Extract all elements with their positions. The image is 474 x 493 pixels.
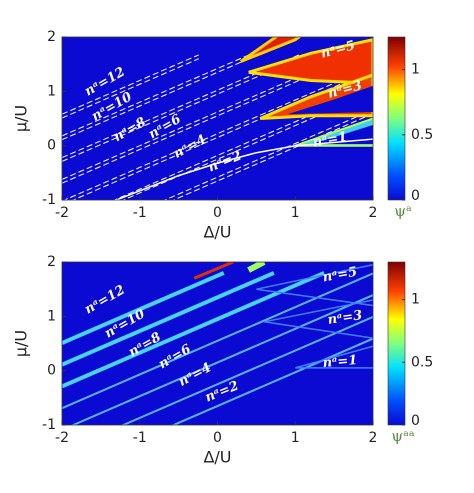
y-axis-label: μ/U <box>12 105 31 132</box>
x-axis-label: Δ/U <box>203 448 231 467</box>
phase-boundary-dashed <box>62 58 199 119</box>
plot-area <box>62 37 373 200</box>
x-tick-label: 2 <box>369 430 378 446</box>
colorbar-label: ψᵃ <box>394 202 412 220</box>
phase-boundary-dashed <box>63 65 373 200</box>
x-tick-label: 1 <box>291 430 300 446</box>
y-tick-label: -1 <box>42 417 56 433</box>
colorbar-label: ψᵃᵃ <box>391 427 415 445</box>
plot-area <box>62 262 373 425</box>
y-tick-label: -1 <box>42 192 56 208</box>
x-tick-label: -2 <box>55 205 69 221</box>
x-tick-label: -2 <box>55 430 69 446</box>
y-tick-label: 0 <box>47 138 56 154</box>
bright-ridge <box>62 272 373 410</box>
annotation: nᵃ=5 <box>322 265 359 286</box>
phase-boundary-dashed <box>62 54 250 137</box>
colorbar-tick-label: 0 <box>411 188 420 204</box>
colorbar-tick-label: 1 <box>411 292 420 308</box>
phase-boundary-dashed <box>62 54 199 115</box>
y-tick-label: 0 <box>47 363 56 379</box>
colorbar <box>387 261 406 426</box>
x-tick-label: -1 <box>133 430 147 446</box>
x-tick-label: 0 <box>213 205 222 221</box>
y-tick-label: 2 <box>47 29 56 45</box>
phase-boundary-dashed <box>163 109 373 200</box>
colorbar-tick-label: 0.5 <box>411 127 433 143</box>
lobe-n1-inner <box>310 125 373 144</box>
phase-boundary-dashed <box>62 58 300 162</box>
bright-ridge <box>120 315 373 425</box>
annotation: nᵃ=3 <box>327 308 363 328</box>
lobe-n3-inner <box>287 85 373 115</box>
bright-ridge <box>70 294 373 425</box>
y-axis-label: μ/U <box>12 330 31 357</box>
y-tick-label: 2 <box>47 254 56 270</box>
x-axis-label: Δ/U <box>203 223 231 242</box>
y-tick-label: 1 <box>47 308 56 324</box>
phase-boundary-n2 <box>116 138 373 200</box>
colorbar-tick-label: 1 <box>411 62 420 78</box>
x-tick-label: 0 <box>213 430 222 446</box>
lobe-n7 <box>239 37 302 63</box>
colorbar-tick-label: 0 <box>411 413 420 429</box>
colorbar <box>387 36 406 201</box>
lobe-edge <box>256 263 373 307</box>
x-tick-label: 2 <box>369 205 378 221</box>
lobe-edge <box>295 345 373 369</box>
hot-ridge <box>193 262 234 280</box>
x-tick-label: -1 <box>133 205 147 221</box>
phase-boundary-dashed <box>62 58 250 141</box>
annotation: nᵃ=1 <box>322 353 358 371</box>
annotation: nᵃ=1 <box>312 130 349 151</box>
phase-boundary-dashed <box>62 58 350 184</box>
hot-ridge <box>247 262 266 273</box>
colorbar-tick-label: 0.5 <box>411 354 433 370</box>
y-tick-label: 1 <box>47 83 56 99</box>
phase-boundary-dashed <box>62 54 350 180</box>
lobe-n5 <box>248 38 373 85</box>
lobe-edge <box>263 299 373 339</box>
x-tick-label: 1 <box>291 205 300 221</box>
phase-boundary-dashed <box>62 54 300 159</box>
bright-ridge <box>62 271 275 367</box>
bright-ridge <box>62 271 225 345</box>
